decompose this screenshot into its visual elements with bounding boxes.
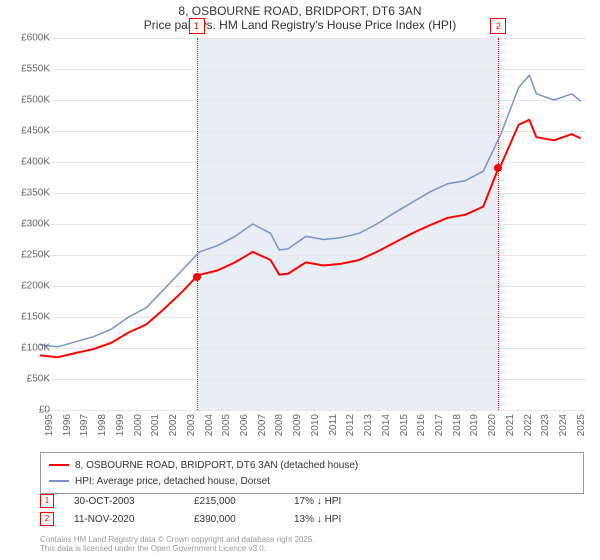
sale-hpi-diff: 13% ↓ HPI: [294, 514, 394, 525]
x-tick-label: 2019: [469, 414, 480, 436]
x-tick-label: 1995: [44, 414, 55, 436]
chart-marker-label: 2: [490, 18, 506, 34]
x-tick-label: 2005: [221, 414, 232, 436]
x-tick-label: 1997: [79, 414, 90, 436]
y-tick-label: £200K: [5, 281, 50, 292]
legend: 8, OSBOURNE ROAD, BRIDPORT, DT6 3AN (det…: [40, 452, 584, 494]
x-tick-label: 2006: [239, 414, 250, 436]
x-tick-label: 2016: [416, 414, 427, 436]
y-tick-label: £300K: [5, 219, 50, 230]
chart-title-subtitle: Price paid vs. HM Land Registry's House …: [0, 18, 600, 32]
credits-line1: Contains HM Land Registry data © Crown c…: [40, 535, 315, 545]
y-tick-label: £150K: [5, 312, 50, 323]
x-tick-label: 2009: [292, 414, 303, 436]
legend-item[interactable]: HPI: Average price, detached house, Dors…: [49, 473, 575, 489]
x-tick-label: 2008: [274, 414, 285, 436]
y-tick-label: £500K: [5, 95, 50, 106]
y-tick-label: £350K: [5, 188, 50, 199]
x-tick-label: 2017: [434, 414, 445, 436]
x-tick-label: 2012: [345, 414, 356, 436]
credits-line2: This data is licensed under the Open Gov…: [40, 544, 315, 554]
sale-date: 30-OCT-2003: [74, 496, 194, 507]
sales-table: 1 30-OCT-2003 £215,000 17% ↓ HPI 2 11-NO…: [40, 492, 394, 528]
x-tick-label: 2013: [363, 414, 374, 436]
legend-label: HPI: Average price, detached house, Dors…: [75, 476, 270, 487]
sale-row: 2 11-NOV-2020 £390,000 13% ↓ HPI: [40, 510, 394, 528]
sale-price: £390,000: [194, 514, 294, 525]
x-tick-label: 2010: [310, 414, 321, 436]
chart-title-address: 8, OSBOURNE ROAD, BRIDPORT, DT6 3AN: [0, 4, 600, 18]
x-tick-label: 2020: [487, 414, 498, 436]
x-tick-label: 2002: [168, 414, 179, 436]
legend-swatch: [49, 480, 69, 482]
sale-marker-icon: 2: [40, 512, 54, 526]
legend-item[interactable]: 8, OSBOURNE ROAD, BRIDPORT, DT6 3AN (det…: [49, 457, 575, 473]
y-tick-label: £450K: [5, 126, 50, 137]
x-tick-label: 2011: [328, 414, 339, 436]
x-tick-label: 2015: [399, 414, 410, 436]
legend-swatch: [49, 464, 69, 466]
chart-title-block: 8, OSBOURNE ROAD, BRIDPORT, DT6 3AN Pric…: [0, 0, 600, 32]
y-tick-label: £600K: [5, 33, 50, 44]
y-tick-label: £400K: [5, 157, 50, 168]
plot-area: 12: [40, 38, 586, 410]
x-tick-label: 2014: [381, 414, 392, 436]
y-tick-label: £550K: [5, 64, 50, 75]
credits: Contains HM Land Registry data © Crown c…: [40, 535, 315, 554]
x-tick-label: 2021: [505, 414, 516, 436]
x-tick-label: 2004: [204, 414, 215, 436]
sale-date: 11-NOV-2020: [74, 514, 194, 525]
x-tick-label: 1996: [62, 414, 73, 436]
y-tick-label: £100K: [5, 343, 50, 354]
x-tick-label: 2023: [540, 414, 551, 436]
chart-marker-label: 1: [189, 18, 205, 34]
line-series: [40, 38, 586, 410]
x-tick-label: 2018: [452, 414, 463, 436]
x-tick-label: 2022: [523, 414, 534, 436]
x-tick-label: 2024: [558, 414, 569, 436]
sale-price: £215,000: [194, 496, 294, 507]
sale-hpi-diff: 17% ↓ HPI: [294, 496, 394, 507]
sale-marker-icon: 1: [40, 494, 54, 508]
x-tick-label: 2007: [257, 414, 268, 436]
y-tick-label: £250K: [5, 250, 50, 261]
x-tick-label: 2003: [186, 414, 197, 436]
x-tick-label: 1999: [115, 414, 126, 436]
legend-label: 8, OSBOURNE ROAD, BRIDPORT, DT6 3AN (det…: [75, 460, 358, 471]
sale-row: 1 30-OCT-2003 £215,000 17% ↓ HPI: [40, 492, 394, 510]
x-tick-label: 2000: [133, 414, 144, 436]
x-tick-label: 2001: [150, 414, 161, 436]
price-chart: 8, OSBOURNE ROAD, BRIDPORT, DT6 3AN Pric…: [0, 0, 600, 560]
x-tick-label: 1998: [97, 414, 108, 436]
y-tick-label: £50K: [5, 374, 50, 385]
x-tick-label: 2025: [576, 414, 587, 436]
